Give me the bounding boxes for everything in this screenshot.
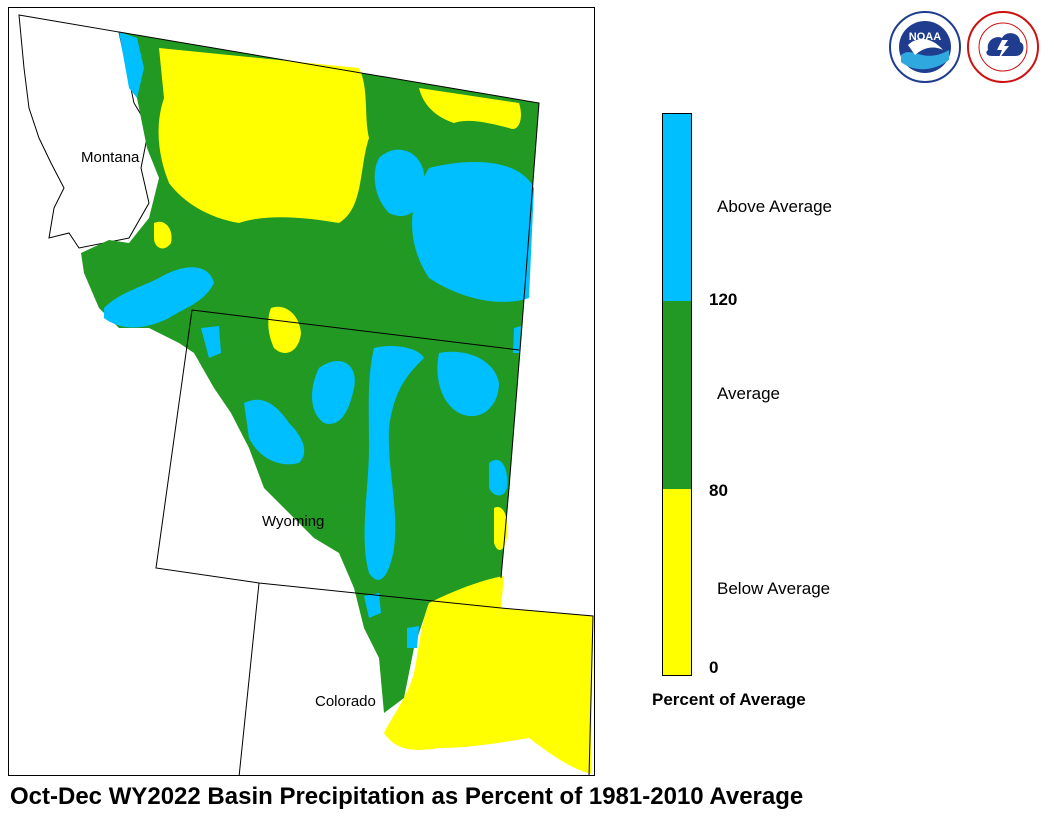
legend-label-above: Above Average (717, 197, 832, 216)
below-average-patches (154, 48, 593, 774)
state-label-montana: Montana (81, 149, 140, 166)
basin-precip-map: Montana Wyoming Colorado (8, 7, 595, 776)
legend-label-below: Below Average (717, 579, 831, 598)
nws-logo (966, 10, 1040, 89)
map-svg: Montana Wyoming Colorado (18, 14, 594, 775)
noaa-logo: NOAA (888, 10, 962, 89)
above-average-patches (104, 32, 534, 648)
legend-label-average: Average (717, 384, 781, 403)
noaa-logo-text: NOAA (909, 31, 941, 43)
legend-color-bar (662, 113, 692, 676)
page-title: Oct-Dec WY2022 Basin Precipitation as Pe… (10, 783, 804, 810)
legend-swatch-above (663, 114, 691, 301)
legend-swatch-average (663, 301, 691, 489)
legend-tick-120: 120 (709, 290, 738, 309)
state-boundaries (118, 31, 594, 775)
state-label-wyoming: Wyoming (262, 513, 324, 530)
legend-title: Percent of Average (652, 690, 806, 709)
legend-tick-0: 0 (709, 658, 719, 677)
legend-swatch-below (663, 489, 691, 675)
state-label-colorado: Colorado (315, 693, 376, 710)
legend-tick-80: 80 (709, 481, 728, 500)
